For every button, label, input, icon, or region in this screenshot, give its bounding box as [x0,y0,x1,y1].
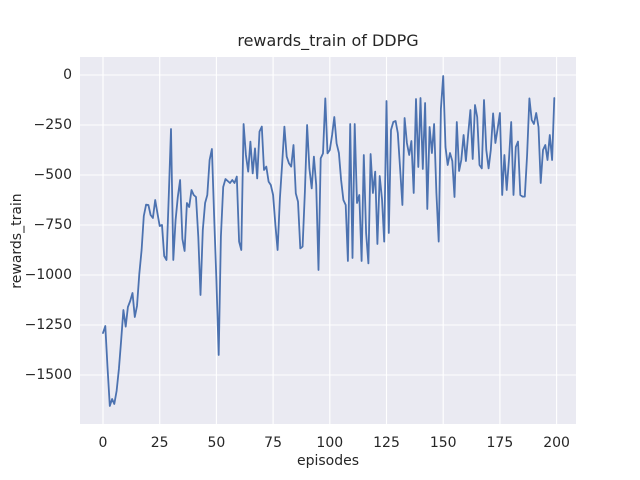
rewards-train-line [102,75,556,407]
x-tick-label: 150 [429,435,457,451]
x-tick-label: 75 [264,435,283,451]
chart-title: rewards_train of DDPG [237,31,419,50]
x-tick-label: 50 [207,435,226,451]
y-tick-label: −1250 [24,317,72,333]
x-tick-label: 0 [98,435,108,451]
x-tick-label: 100 [316,435,344,451]
y-tick-label: −1000 [24,267,72,283]
y-tick-label: −500 [33,167,72,183]
x-tick-label: 200 [543,435,570,451]
y-tick-label: 0 [63,67,72,83]
x-tick-label: 125 [373,435,400,451]
line-chart-canvas [80,57,576,424]
x-tick-label: 175 [486,435,514,451]
y-tick-label: −750 [33,217,72,233]
y-tick-label: −250 [33,117,72,133]
x-axis-label: episodes [296,453,360,469]
plot-area [80,57,576,424]
y-tick-label: −1500 [24,367,72,383]
y-axis-label: rewards_train [9,193,25,289]
x-tick-label: 25 [150,435,169,451]
